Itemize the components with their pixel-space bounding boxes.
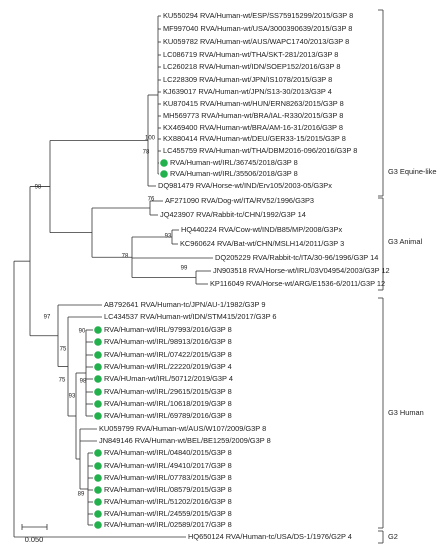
leaf-label: RVA/Human-wt/IRL/10618/2019/G3P 8 <box>104 399 232 408</box>
leaf-label: AF271090 RVA/Dog-wt/ITA/RV52/1996/G3P3 <box>165 196 314 205</box>
study-strain-dot <box>94 400 102 408</box>
leaf-label: RVA/Human-wt/IRL/02589/2017/G3P 8 <box>104 520 232 529</box>
leaf-label: KX469400 RVA/Human-wt/BRA/AM-16-31/2016/… <box>163 123 343 132</box>
leaf-label: RVA/HUman-wt/IRL/50712/2019/G3P 4 <box>104 374 233 383</box>
leaf-label: DQ205229 RVA/Rabbit-tc/ITA/30-96/1996/G3… <box>215 253 378 262</box>
leaf-label: RVA/Human-wt/IRL/49410/2017/G3P 8 <box>104 461 232 470</box>
bootstrap-value: 75 <box>60 347 67 353</box>
leaf-label: RVA/Human-wt/IRL/69789/2016/G3P 8 <box>104 411 232 420</box>
leaf-label: LC228309 RVA/Human-wt/JPN/IS1078/2015/G3… <box>163 75 332 84</box>
study-strain-dot <box>94 498 102 506</box>
group-label: G2 <box>388 532 398 541</box>
study-strain-dot <box>94 388 102 396</box>
study-strain-dot <box>94 412 102 420</box>
bootstrap-value: 99 <box>181 266 188 272</box>
bootstrap-value: 75 <box>59 378 66 384</box>
group-label: G3 Human <box>388 408 424 417</box>
leaf-label: KP116049 RVA/Horse-wt/ARG/E1536-6/2011/G… <box>210 279 385 288</box>
leaf-label: RVA/Human-wt/IRL/07783/2015/G3P 8 <box>104 473 232 482</box>
study-strain-dot <box>94 363 102 371</box>
leaf-label: KJ639017 RVA/Human-wt/JPN/S13-30/2013/G3… <box>163 87 332 96</box>
leaf-label: KX880414 RVA/Human-wt/DEU/GER33-15/2015/… <box>163 134 346 143</box>
study-strain-dot <box>160 170 168 178</box>
bootstrap-value: 98 <box>80 379 87 385</box>
leaf-label: DQ981479 RVA/Horse-wt/IND/Erv105/2003-05… <box>158 181 332 190</box>
leaf-label: JN903518 RVA/Horse-wt/IRL/03V04954/2003/… <box>213 266 390 275</box>
leaf-label: KU059799 RVA/Human-wt/AUS/W107/2009/G3P … <box>99 424 266 433</box>
leaf-label: KU870415 RVA/Human-wt/HUN/ERN8263/2015/G… <box>163 99 344 108</box>
leaf-label: RVA/Human-wt/IRL/36745/2018/G3P 8 <box>170 158 298 167</box>
leaf-label: LC434537 RVA/Human-wt/IDN/STM415/2017/G3… <box>104 312 277 321</box>
leaf-label: RVA/Human-wt/IRL/22220/2019/G3P 4 <box>104 362 232 371</box>
study-strain-dot <box>94 510 102 518</box>
leaf-label: JQ423907 RVA/Rabbit-tc/CHN/1992/G3P 14 <box>160 210 306 219</box>
bootstrap-value: 93 <box>69 394 76 400</box>
leaf-label: MF997040 RVA/Human-wt/USA/3000390639/201… <box>163 24 352 33</box>
leaf-label: KU059782 RVA/Human-wt/AUS/WAPC1740/2013/… <box>163 37 349 46</box>
leaf-label: RVA/Human-wt/IRL/08579/2015/G3P 8 <box>104 485 232 494</box>
leaf-label: AB792641 RVA/Human-tc/JPN/AU-1/1982/G3P … <box>104 300 265 309</box>
leaf-label: RVA/Human-wt/IRL/04840/2015/G3P 8 <box>104 448 232 457</box>
study-strain-dot <box>94 449 102 457</box>
study-strain-dot <box>94 338 102 346</box>
bootstrap-value: 90 <box>79 329 86 335</box>
leaf-label: MH569773 RVA/Human-wt/BRA/IAL-R330/2015/… <box>163 111 343 120</box>
study-strain-dot <box>94 474 102 482</box>
leaf-label: JN849146 RVA/Human-wt/BEL/BE1259/2009/G3… <box>99 436 271 445</box>
leaf-label: RVA/Human-wt/IRL/97993/2016/G3P 8 <box>104 325 232 334</box>
group-label: G3 Animal <box>388 237 422 246</box>
leaf-label: LC455759 RVA/Human-wt/THA/DBM2016-096/20… <box>163 146 357 155</box>
leaf-label: RVA/Human-wt/IRL/24559/2015/G3P 8 <box>104 509 232 518</box>
group-label: G3 Equine-like <box>388 167 436 176</box>
leaf-label: RVA/Human-wt/IRL/51202/2016/G3P 8 <box>104 497 232 506</box>
leaf-label: RVA/Human-wt/IRL/07422/2015/G3P 8 <box>104 350 232 359</box>
leaf-label: LC086719 RVA/Human-wt/THA/SKT-281/2013/G… <box>163 50 338 59</box>
leaf-label: RVA/Human-wt/IRL/98913/2016/G3P 8 <box>104 337 232 346</box>
bootstrap-value: 78 <box>122 254 129 260</box>
leaf-label: HQ650124 RVA/Human-tc/USA/DS-1/1976/G2P … <box>188 532 352 541</box>
bootstrap-value: 98 <box>35 185 42 191</box>
bootstrap-value: 78 <box>143 150 150 156</box>
leaf-label: RVA/Human-wt/IRL/29615/2015/G3P 8 <box>104 387 232 396</box>
study-strain-dot <box>94 521 102 529</box>
study-strain-dot <box>94 351 102 359</box>
study-strain-dot <box>94 486 102 494</box>
study-strain-dot <box>160 159 168 167</box>
bootstrap-value: 93 <box>165 234 172 240</box>
study-strain-dot <box>94 375 102 383</box>
scale-bar-label: 0.050 <box>25 535 44 544</box>
leaf-label: HQ440224 RVA/Cow-wt/IND/B85/MP/2008/G3Px <box>181 225 342 234</box>
leaf-label: KC960624 RVA/Bat-wt/CHN/MSLH14/2011/G3P … <box>180 239 344 248</box>
bootstrap-value: 89 <box>78 492 85 498</box>
study-strain-dot <box>94 326 102 334</box>
study-strain-dot <box>94 462 102 470</box>
leaf-label: KU550294 RVA/Human-wt/ESP/SS75915299/201… <box>163 11 353 20</box>
leaf-label: LC260218 RVA/Human-wt/IDN/SOEP152/2016/G… <box>163 62 340 71</box>
leaf-label: RVA/Human-wt/IRL/35506/2018/G3P 8 <box>170 169 298 178</box>
bootstrap-value: 97 <box>44 315 51 321</box>
bootstrap-value: 76 <box>148 197 155 203</box>
bootstrap-value: 100 <box>145 136 156 142</box>
